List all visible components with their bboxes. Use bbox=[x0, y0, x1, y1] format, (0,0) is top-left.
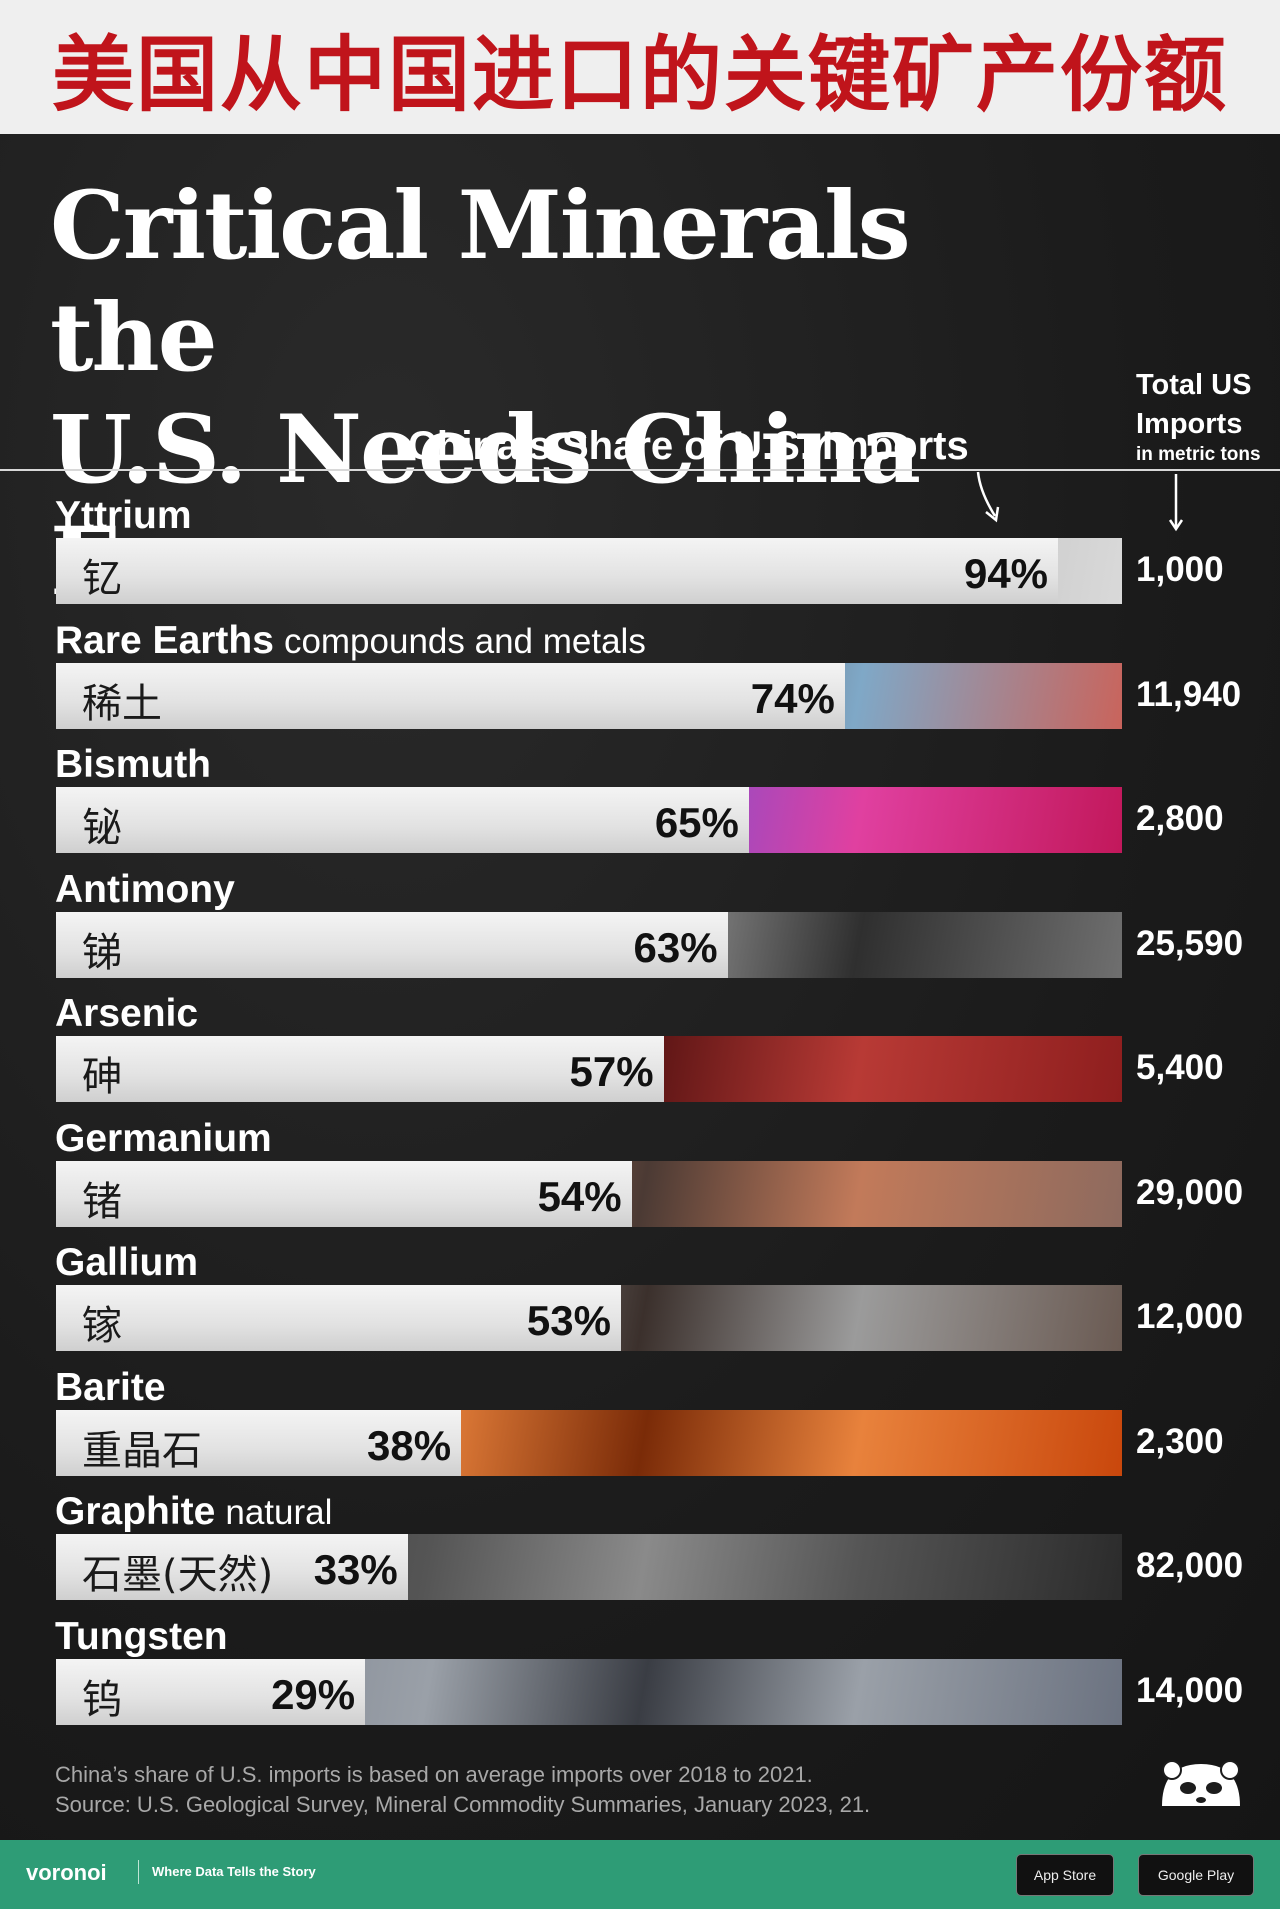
total-imports-value: 5,400 bbox=[1136, 1048, 1224, 1087]
china-share-bar bbox=[56, 1036, 664, 1102]
china-share-bar bbox=[56, 1534, 408, 1600]
mineral-chinese-name: 重晶石 bbox=[82, 1427, 202, 1474]
mineral-chinese-name: 锑 bbox=[82, 929, 122, 976]
mineral-name: Germanium bbox=[55, 1117, 272, 1161]
mineral-name: Yttrium bbox=[55, 494, 192, 538]
total-imports-value: 2,300 bbox=[1136, 1421, 1224, 1461]
total-head-line1: Total US bbox=[1136, 369, 1252, 401]
mineral-chinese-name: 铋 bbox=[82, 805, 122, 851]
total-imports-header: Total US Imports in metric tons bbox=[1136, 366, 1276, 466]
footnote-line1: China’s share of U.S. imports is based o… bbox=[55, 1762, 813, 1787]
mineral-chinese-name: 石墨(天然) bbox=[82, 1552, 274, 1598]
total-imports-value: 82,000 bbox=[1136, 1546, 1244, 1585]
mineral-name-text: Yttrium bbox=[55, 494, 192, 537]
bar-track: 稀土 74% bbox=[56, 662, 1122, 729]
mineral-name-text: Gallium bbox=[55, 1241, 199, 1284]
bar-track: 重晶石 38% bbox=[56, 1409, 1122, 1476]
mineral-chinese-name: 锗 bbox=[82, 1178, 122, 1225]
mineral-chinese-name: 钇 bbox=[82, 556, 122, 602]
total-imports-value: 29,000 bbox=[1136, 1172, 1244, 1212]
share-data-label: 53% bbox=[526, 1297, 611, 1344]
mineral-qualifier: natural bbox=[225, 1493, 333, 1532]
total-imports-value: 2,800 bbox=[1136, 799, 1224, 838]
mineral-name-text: Germanium bbox=[55, 1116, 272, 1160]
mineral-name: Barite bbox=[55, 1366, 166, 1410]
chinese-title-banner: 美国从中国进口的关键矿产份额 bbox=[0, 0, 1280, 134]
mineral-chinese-name: 稀土 bbox=[82, 680, 162, 727]
share-data-label: 57% bbox=[569, 1048, 654, 1095]
china-share-bar bbox=[56, 662, 845, 729]
voronoi-logo[interactable]: voronoi bbox=[26, 1860, 107, 1885]
share-data-label: 54% bbox=[537, 1172, 622, 1220]
mineral-name: Rare Earths compounds and metals bbox=[55, 619, 646, 663]
mineral-chinese-name: 钨 bbox=[82, 1676, 122, 1723]
total-head-unit: in metric tons bbox=[1136, 444, 1261, 465]
bar-track: 锗 54% bbox=[56, 1160, 1122, 1227]
axis-label-share: China's Share of U.S. Imports bbox=[408, 424, 969, 468]
bar-track: 砷 57% bbox=[56, 1036, 1122, 1102]
mineral-name-text: Barite bbox=[55, 1365, 166, 1409]
china-share-bar bbox=[56, 1409, 462, 1476]
china-share-bar bbox=[56, 538, 1059, 604]
total-imports-value: 12,000 bbox=[1136, 1297, 1244, 1336]
footer-separator bbox=[138, 1860, 139, 1884]
share-data-label: 65% bbox=[654, 799, 739, 846]
total-head-line2: Imports bbox=[1136, 408, 1243, 440]
bar-track: 钨 29% bbox=[56, 1658, 1122, 1725]
mineral-name-text: Tungsten bbox=[55, 1614, 228, 1658]
total-imports-value: 14,000 bbox=[1136, 1670, 1244, 1710]
share-data-label: 74% bbox=[750, 674, 835, 722]
share-data-label: 94% bbox=[963, 550, 1049, 597]
share-data-label: 63% bbox=[633, 923, 718, 971]
china-share-bar bbox=[56, 911, 728, 978]
mineral-name: Antimony bbox=[55, 868, 235, 912]
bar-track: 锑 63% bbox=[56, 911, 1122, 978]
mineral-name-text: Bismuth bbox=[55, 743, 211, 786]
chart-title-line1: Critical Minerals the bbox=[50, 171, 911, 393]
bar-track: 钇 94% bbox=[56, 538, 1122, 604]
share-data-label: 33% bbox=[313, 1546, 398, 1593]
mineral-name-text: Rare Earths bbox=[55, 618, 274, 662]
app-store-button[interactable]: App Store bbox=[1016, 1854, 1114, 1896]
mineral-name: Bismuth bbox=[55, 743, 211, 787]
panda-logo-icon bbox=[1162, 1760, 1240, 1806]
chinese-title: 美国从中国进口的关键矿产份额 bbox=[51, 27, 1228, 123]
total-imports-value: 25,590 bbox=[1136, 923, 1244, 963]
bar-track: 镓 53% bbox=[56, 1285, 1122, 1351]
mineral-name-text: Arsenic bbox=[55, 992, 199, 1035]
bar-track: 石墨(天然) 33% bbox=[56, 1534, 1122, 1600]
china-share-bar bbox=[56, 787, 749, 853]
mineral-chinese-name: 砷 bbox=[82, 1054, 122, 1100]
footer-bar: voronoi Where Data Tells the Story App S… bbox=[0, 1840, 1280, 1909]
bar-track: 铋 65% bbox=[56, 787, 1122, 853]
footnote-source: Source: U.S. Geological Survey, Mineral … bbox=[55, 1792, 871, 1817]
footer-tagline: Where Data Tells the Story bbox=[152, 1864, 316, 1879]
china-share-bar bbox=[56, 1658, 366, 1725]
share-data-label: 38% bbox=[367, 1421, 452, 1469]
mineral-name: Arsenic bbox=[55, 992, 198, 1036]
share-data-label: 29% bbox=[271, 1670, 356, 1718]
total-imports-value: 11,940 bbox=[1136, 674, 1242, 714]
mineral-name: Graphite natural bbox=[55, 1490, 332, 1534]
mineral-name: Gallium bbox=[55, 1241, 198, 1285]
mineral-qualifier: compounds and metals bbox=[283, 621, 646, 661]
mineral-name-text: Antimony bbox=[55, 867, 235, 911]
mineral-name: Tungsten bbox=[55, 1615, 228, 1659]
mineral-chinese-name: 镓 bbox=[82, 1303, 122, 1349]
google-play-button[interactable]: Google Play bbox=[1138, 1854, 1254, 1896]
header-divider bbox=[0, 469, 1280, 471]
china-share-bar bbox=[56, 1160, 632, 1227]
total-imports-value: 1,000 bbox=[1136, 550, 1224, 589]
china-share-bar bbox=[56, 1285, 621, 1351]
footnote: China’s share of U.S. imports is based o… bbox=[55, 1760, 870, 1820]
mineral-name-text: Graphite bbox=[55, 1490, 216, 1533]
